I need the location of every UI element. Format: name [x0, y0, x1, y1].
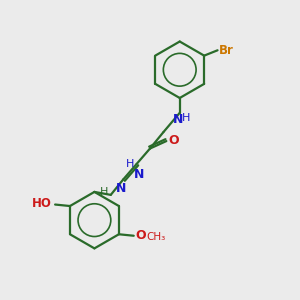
Text: Br: Br [219, 44, 234, 57]
Text: CH₃: CH₃ [146, 232, 166, 242]
Text: H: H [182, 113, 190, 123]
Text: N: N [116, 182, 126, 195]
Text: O: O [135, 229, 146, 242]
Text: O: O [168, 134, 179, 147]
Text: H: H [126, 159, 134, 169]
Text: H: H [100, 187, 108, 197]
Text: N: N [173, 113, 183, 126]
Text: N: N [134, 167, 144, 181]
Text: HO: HO [32, 197, 52, 210]
